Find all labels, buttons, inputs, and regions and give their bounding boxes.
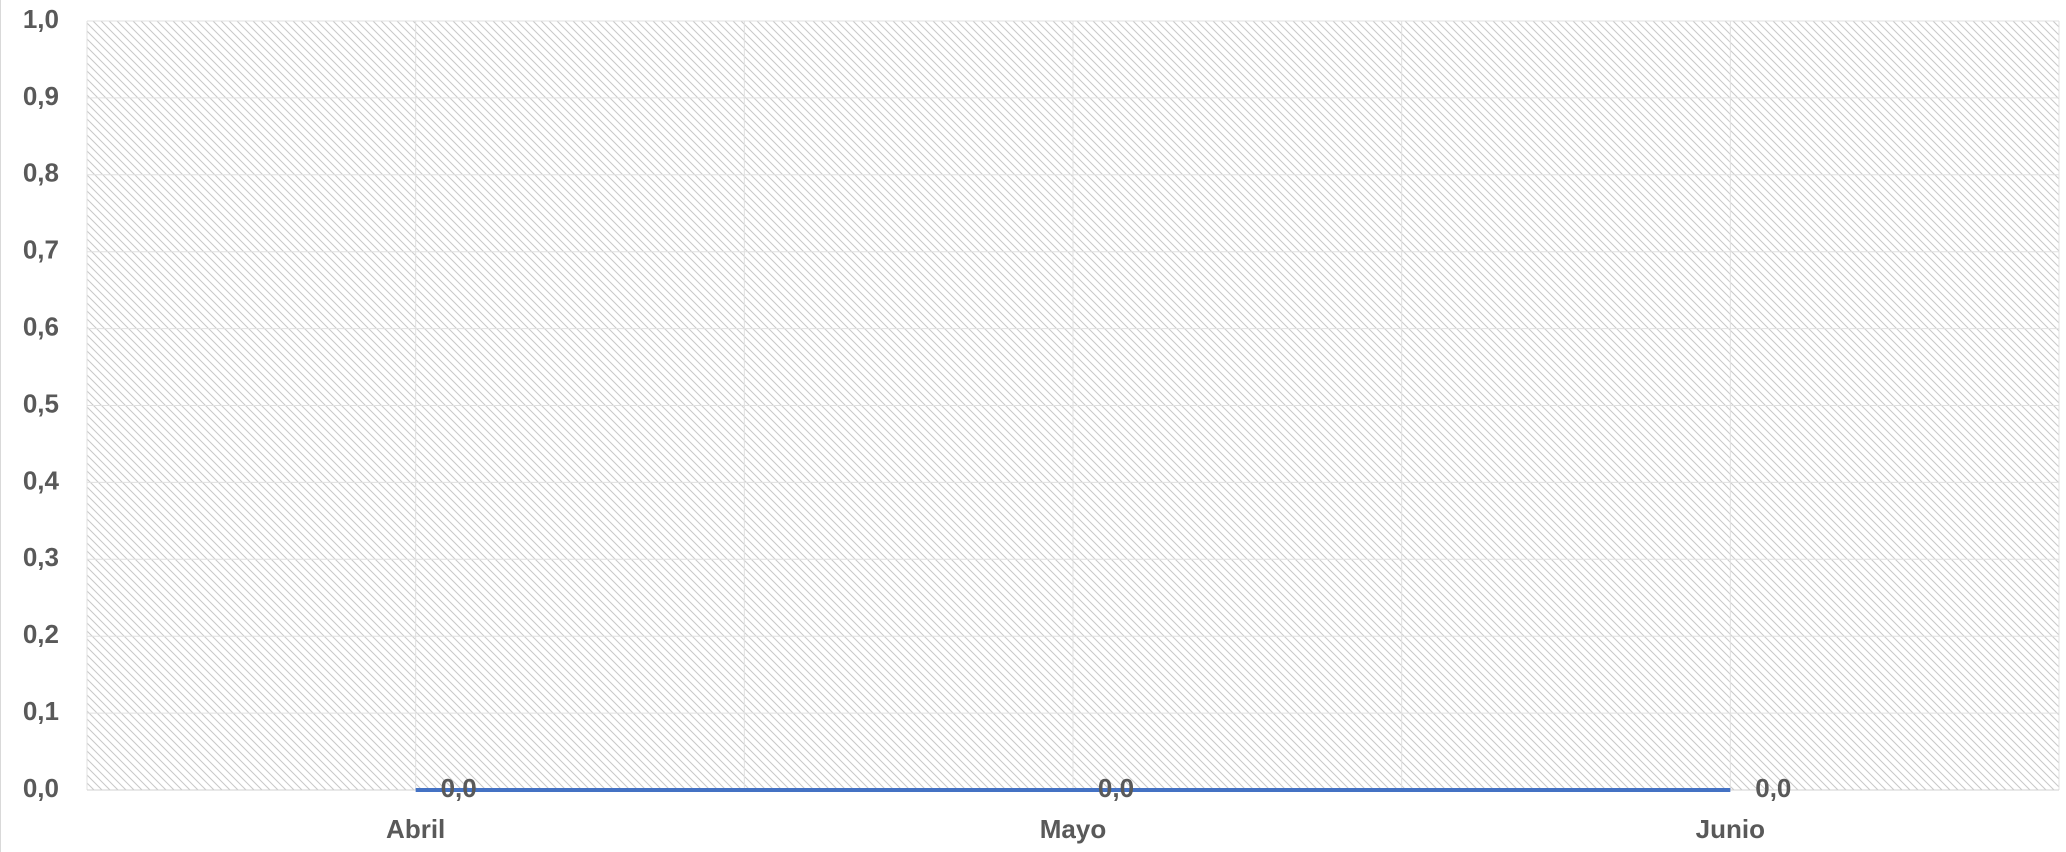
y-tick-label: 0,3 xyxy=(23,542,59,572)
y-tick-label: 0,2 xyxy=(23,619,59,649)
y-tick-label: 0,8 xyxy=(23,158,59,188)
y-tick-label: 1,0 xyxy=(23,4,59,34)
y-tick-label: 0,4 xyxy=(23,465,60,495)
y-tick-label: 0,1 xyxy=(23,696,59,726)
x-tick-label: Junio xyxy=(1696,814,1765,844)
y-tick-label: 0,9 xyxy=(23,81,59,111)
data-label: 0,0 xyxy=(1098,773,1134,803)
y-tick-label: 0,7 xyxy=(23,235,59,265)
y-tick-label: 0,5 xyxy=(23,388,59,418)
y-tick-label: 0,6 xyxy=(23,311,59,341)
x-tick-label: Mayo xyxy=(1040,814,1106,844)
data-label: 0,0 xyxy=(441,773,477,803)
x-tick-label: Abril xyxy=(386,814,445,844)
y-tick-label: 0,0 xyxy=(23,773,59,803)
data-label: 0,0 xyxy=(1755,773,1791,803)
